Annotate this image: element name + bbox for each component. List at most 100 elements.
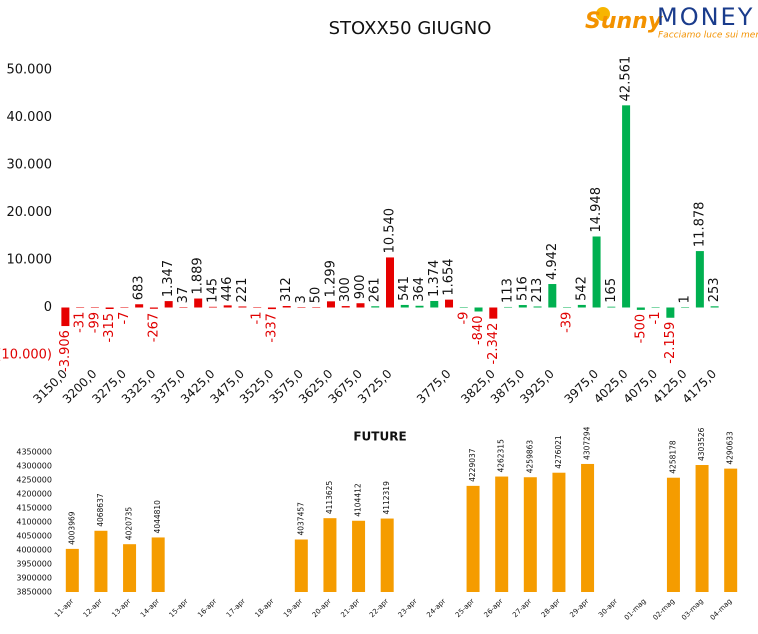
data-label: 312 bbox=[279, 277, 294, 302]
bar bbox=[415, 305, 424, 308]
bar bbox=[253, 307, 262, 308]
y-tick-label: 3950000 bbox=[16, 560, 52, 569]
chart-title: STOXX50 GIUGNO bbox=[329, 18, 492, 39]
data-label: 253 bbox=[707, 277, 722, 302]
bar bbox=[681, 307, 690, 308]
y-tick-label: 4050000 bbox=[16, 532, 52, 541]
chart-title: FUTURE bbox=[353, 430, 406, 444]
bar bbox=[194, 298, 203, 308]
y-tick-label: 50.000 bbox=[7, 63, 53, 78]
bar bbox=[695, 251, 704, 308]
data-label: 1.889 bbox=[191, 257, 206, 294]
y-tick-label: 40.000 bbox=[7, 110, 53, 125]
bar bbox=[94, 530, 108, 592]
x-tick-label: 23-apr bbox=[397, 597, 419, 619]
data-label: 900 bbox=[353, 274, 368, 299]
bar bbox=[61, 307, 70, 327]
x-tick-label: 18-apr bbox=[254, 597, 276, 619]
x-tick-label: 03-mag bbox=[680, 597, 705, 622]
data-label: -2.342 bbox=[486, 323, 501, 365]
bar bbox=[312, 307, 321, 308]
x-tick-label: 02-mag bbox=[652, 597, 677, 622]
data-label: -500 bbox=[633, 314, 648, 344]
bar bbox=[459, 307, 468, 308]
data-label: 4290633 bbox=[726, 431, 735, 465]
data-label: -1 bbox=[250, 312, 265, 325]
logo-brand: Sunny bbox=[585, 9, 664, 34]
data-label: 1.374 bbox=[427, 260, 442, 297]
x-tick-label: 29-apr bbox=[568, 597, 590, 619]
bar bbox=[179, 307, 188, 308]
x-tick-label: 27-apr bbox=[511, 597, 533, 619]
data-label: 4.942 bbox=[545, 243, 560, 280]
data-label: 4044810 bbox=[153, 500, 162, 534]
data-label: 1.654 bbox=[442, 258, 457, 295]
bar bbox=[548, 284, 557, 308]
data-label: 4303526 bbox=[697, 427, 706, 461]
bar bbox=[666, 307, 675, 318]
bar bbox=[563, 307, 572, 308]
bar bbox=[294, 539, 308, 592]
data-label: 516 bbox=[515, 276, 530, 301]
bar bbox=[76, 307, 85, 308]
x-tick-label: 3775,0 bbox=[414, 367, 454, 407]
data-label: 4020735 bbox=[125, 507, 134, 541]
data-label: 446 bbox=[220, 277, 235, 302]
data-label: 364 bbox=[412, 277, 427, 302]
bar bbox=[622, 105, 631, 308]
x-tick-label: 15-apr bbox=[168, 597, 190, 619]
x-tick-label: 30-apr bbox=[597, 597, 619, 619]
bar bbox=[695, 465, 709, 592]
data-label: 50 bbox=[309, 287, 324, 304]
data-label: -9 bbox=[456, 312, 471, 325]
data-label: -99 bbox=[87, 312, 102, 333]
y-tick-label: 0 bbox=[44, 300, 52, 315]
bar bbox=[523, 477, 537, 592]
bar bbox=[445, 299, 454, 308]
data-label: 3 bbox=[294, 295, 309, 303]
x-tick-label: 04-mag bbox=[709, 597, 734, 622]
x-tick-label: 22-apr bbox=[368, 597, 390, 619]
y-tick-label: 4250000 bbox=[16, 476, 52, 485]
x-tick-label: 12-apr bbox=[82, 597, 104, 619]
data-label: 4229037 bbox=[468, 448, 477, 482]
bar bbox=[105, 307, 114, 309]
bar bbox=[352, 520, 366, 592]
data-label: 542 bbox=[574, 276, 589, 301]
bar bbox=[466, 485, 480, 592]
bar bbox=[151, 537, 165, 592]
y-tick-label: 4000000 bbox=[16, 546, 52, 555]
bar bbox=[592, 236, 601, 308]
bar bbox=[577, 304, 586, 308]
data-label: 541 bbox=[397, 276, 412, 301]
y-tick-label: 4100000 bbox=[16, 518, 52, 527]
bar bbox=[208, 306, 217, 308]
data-label: 4276021 bbox=[554, 435, 563, 469]
data-label: 145 bbox=[205, 278, 220, 303]
data-label: 213 bbox=[530, 278, 545, 303]
bar bbox=[149, 307, 158, 309]
bar bbox=[533, 306, 542, 308]
x-tick-label: 19-apr bbox=[282, 597, 304, 619]
data-label: -3.906 bbox=[58, 330, 73, 372]
bar bbox=[430, 300, 439, 308]
bar bbox=[666, 477, 680, 592]
bar bbox=[238, 306, 247, 308]
data-label: 14.948 bbox=[589, 187, 604, 233]
bar bbox=[267, 307, 276, 310]
x-tick-label: 28-apr bbox=[540, 597, 562, 619]
x-tick-label: 21-apr bbox=[339, 597, 361, 619]
x-tick-label: 26-apr bbox=[483, 597, 505, 619]
bar bbox=[651, 307, 660, 308]
y-tick-label: 20.000 bbox=[7, 205, 53, 220]
data-label: 261 bbox=[368, 277, 383, 302]
x-tick-label: 16-apr bbox=[196, 597, 218, 619]
data-label: 4259863 bbox=[525, 440, 534, 474]
data-label: -840 bbox=[471, 315, 486, 345]
x-tick-label: 25-apr bbox=[454, 597, 476, 619]
bar bbox=[135, 304, 144, 308]
x-tick-label: 13-apr bbox=[110, 597, 132, 619]
data-label: -315 bbox=[102, 313, 117, 343]
data-label: 1.299 bbox=[323, 260, 338, 297]
data-label: 221 bbox=[235, 278, 250, 303]
